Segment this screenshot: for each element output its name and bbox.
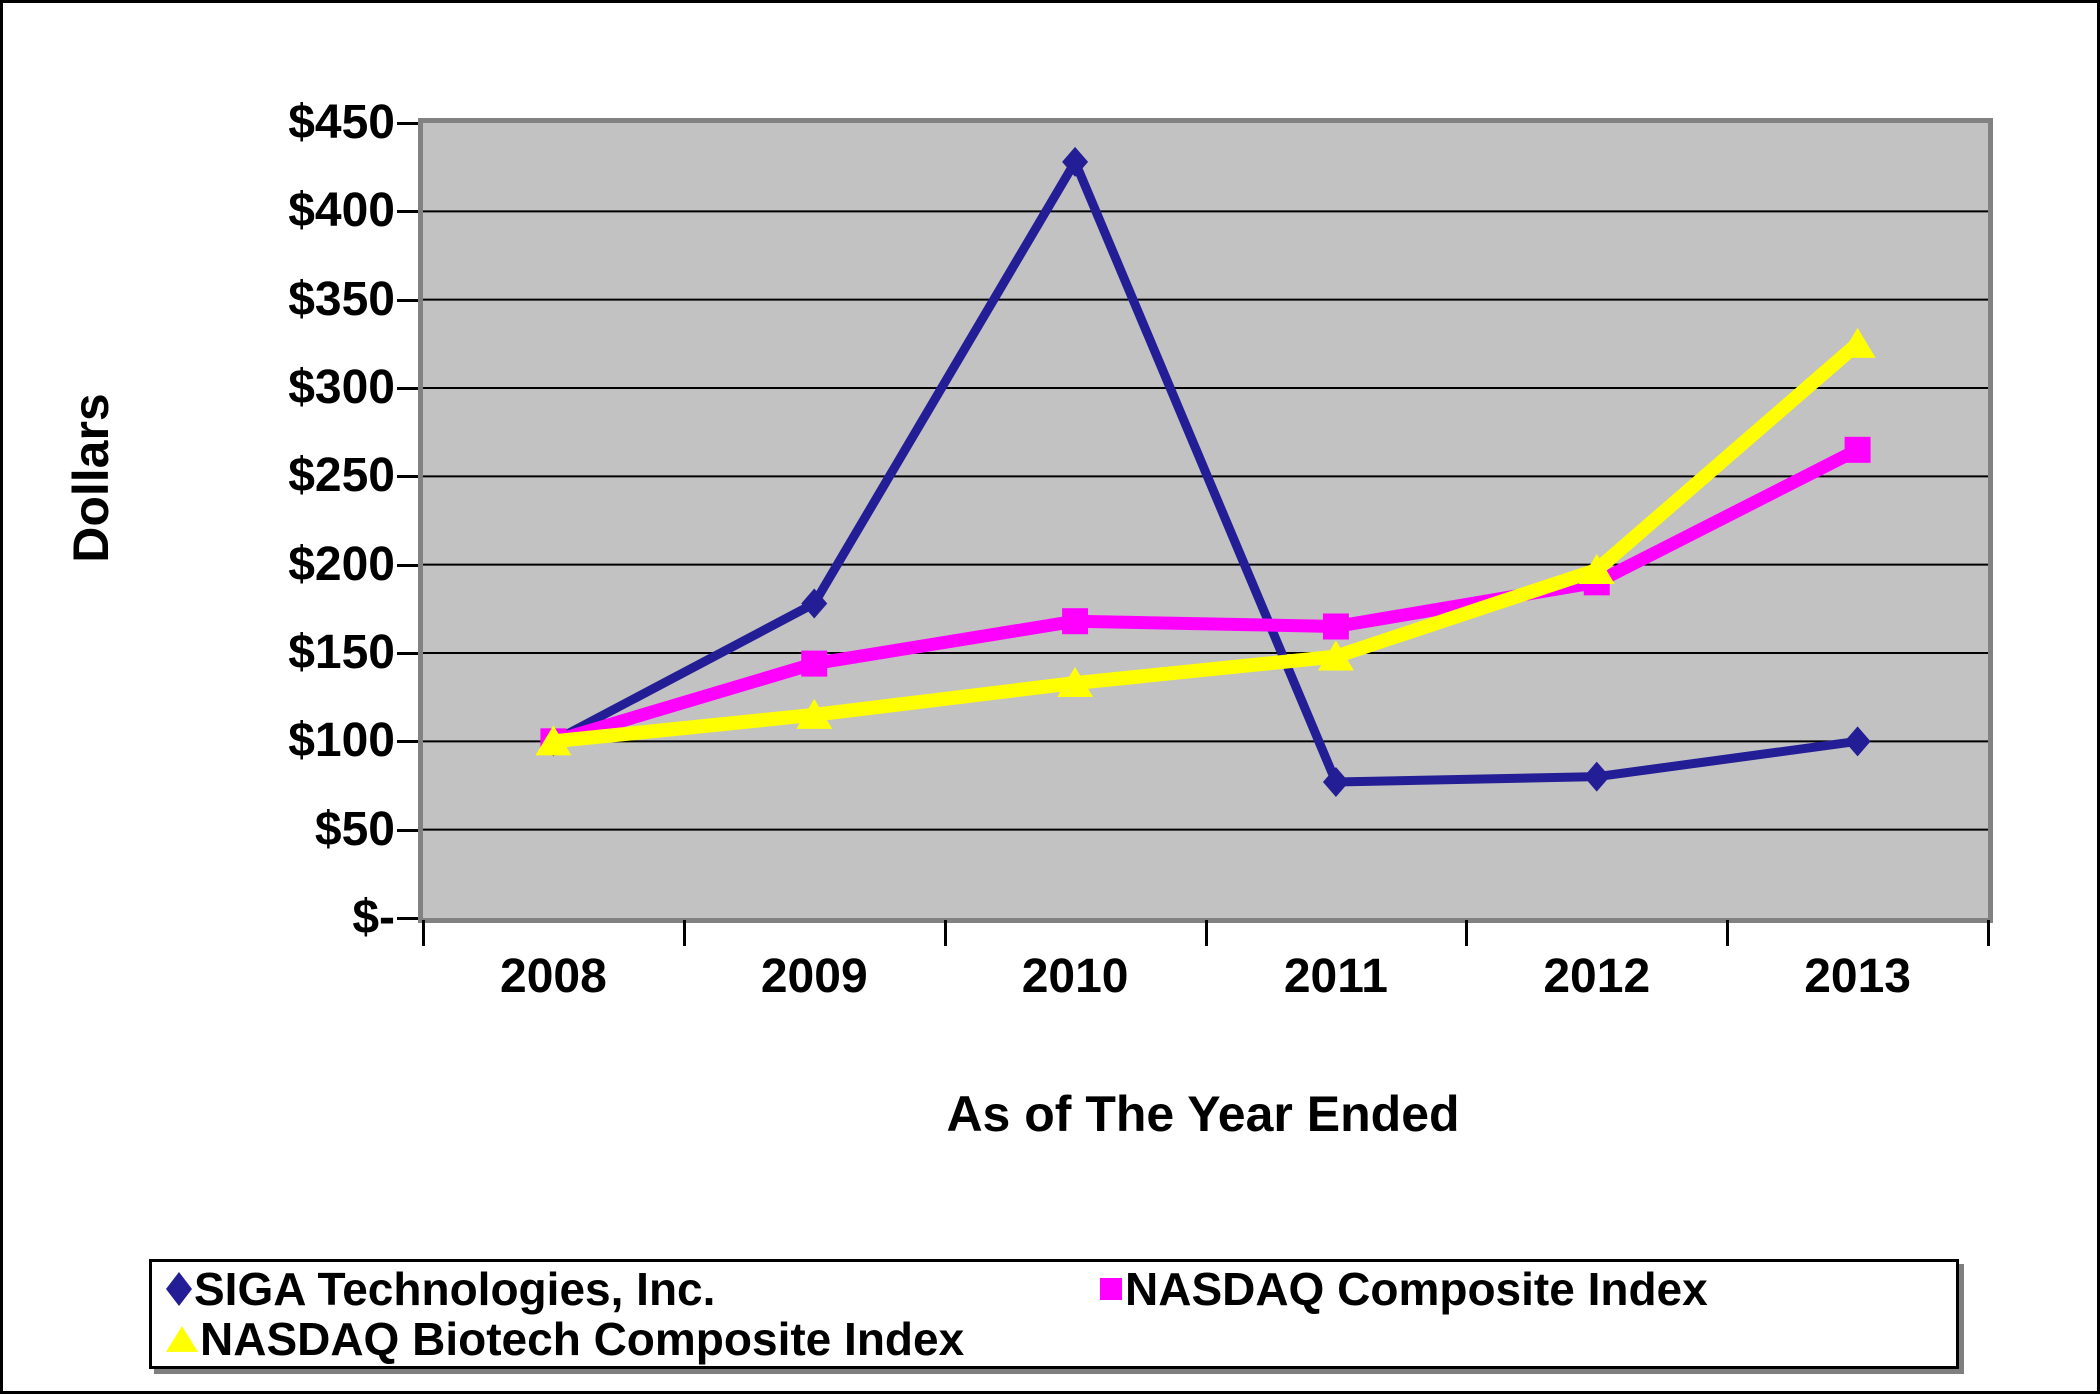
diamond-data-point <box>1062 146 1089 177</box>
y-tick-label: $250 <box>288 449 395 503</box>
x-tick <box>943 920 947 946</box>
x-tick <box>1726 920 1730 946</box>
x-tick <box>1465 920 1469 946</box>
diamond-data-point <box>1322 766 1349 797</box>
y-tick-label: $50 <box>314 802 395 856</box>
y-tick <box>397 917 421 920</box>
triangle-data-point <box>796 698 833 729</box>
triangle-data-point <box>1057 667 1094 698</box>
triangle-data-point <box>535 725 572 756</box>
y-tick-label: $100 <box>288 714 395 768</box>
triangle-marker-icon <box>166 1326 198 1352</box>
x-axis-title: As of The Year Ended <box>946 1086 1460 1142</box>
diamond-data-point <box>1844 726 1871 757</box>
series-line <box>551 157 1859 787</box>
square-marker-icon <box>1100 1278 1122 1300</box>
y-tick <box>397 828 421 832</box>
y-tick-label: $200 <box>288 537 395 591</box>
x-tick <box>422 920 425 946</box>
x-tick-label: 2009 <box>760 950 868 1003</box>
y-tick <box>397 210 421 214</box>
y-tick-label: $400 <box>288 184 395 238</box>
y-tick <box>397 740 421 744</box>
square-data-point <box>1844 436 1871 463</box>
square-data-point <box>1062 608 1089 635</box>
y-tick-label: $450 <box>288 96 395 149</box>
triangle-data-point <box>1578 553 1615 584</box>
y-tick-label: $300 <box>288 361 395 414</box>
series-plot <box>423 146 1988 831</box>
y-tick-label: $350 <box>288 272 395 326</box>
y-tick <box>397 122 421 125</box>
diamond-data-point <box>801 588 828 619</box>
legend: SIGA Technologies, Inc. NASDAQ Composite… <box>149 1259 1959 1369</box>
x-tick-label: 2010 <box>1021 950 1129 1003</box>
x-tick <box>1204 920 1208 946</box>
square-data-point <box>801 650 828 677</box>
legend-label: NASDAQ Biotech Composite Index <box>200 1313 965 1365</box>
y-tick <box>397 563 421 567</box>
triangle-data-point <box>1839 327 1876 358</box>
x-tick <box>1987 920 1990 946</box>
y-tick <box>397 475 421 479</box>
diamond-data-point <box>1583 761 1610 792</box>
legend-label: SIGA Technologies, Inc. <box>194 1263 716 1315</box>
y-tick <box>397 652 421 655</box>
legend-item-nasdaq-biotech: NASDAQ Biotech Composite Index <box>166 1314 964 1364</box>
x-tick-label: 2013 <box>1804 950 1911 1003</box>
x-tick-label: 2011 <box>1283 950 1388 1003</box>
y-tick <box>397 387 421 390</box>
series-line <box>552 338 1863 749</box>
x-tick-label: 2008 <box>500 950 607 1003</box>
legend-item-siga: SIGA Technologies, Inc. <box>166 1264 715 1314</box>
y-tick-label: $- <box>352 891 395 944</box>
x-tick-label: 2012 <box>1543 950 1651 1003</box>
legend-label: NASDAQ Composite Index <box>1125 1263 1708 1315</box>
x-tick <box>682 920 686 946</box>
y-axis-title: Dollars <box>63 393 119 563</box>
diamond-marker-icon <box>166 1272 192 1306</box>
y-tick <box>397 298 421 302</box>
plot-area <box>418 118 1993 923</box>
triangle-data-point <box>1317 640 1354 671</box>
series-line <box>551 444 1861 748</box>
square-data-point <box>1322 613 1349 640</box>
y-tick-label: $150 <box>288 626 395 679</box>
legend-item-nasdaq-composite: NASDAQ Composite Index <box>1100 1264 1708 1314</box>
